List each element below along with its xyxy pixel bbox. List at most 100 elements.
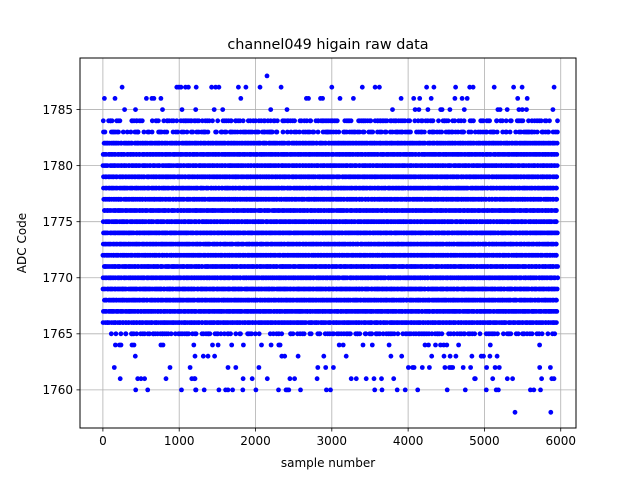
data-point <box>233 331 239 337</box>
data-point <box>142 376 148 382</box>
data-point <box>538 387 543 393</box>
data-point <box>290 331 296 337</box>
data-point <box>462 387 468 393</box>
data-point <box>391 331 397 337</box>
data-point <box>371 376 377 382</box>
data-point <box>537 342 542 348</box>
data-point <box>264 376 270 382</box>
data-point <box>147 331 152 337</box>
data-point <box>554 174 560 180</box>
data-point <box>554 286 560 292</box>
data-point <box>240 376 246 382</box>
data-point <box>201 387 207 393</box>
data-point <box>207 331 213 337</box>
data-point <box>453 353 459 359</box>
data-point <box>111 365 117 370</box>
data-point <box>259 342 264 348</box>
data-point <box>444 342 450 348</box>
data-point <box>484 365 489 370</box>
data-point <box>348 376 354 382</box>
data-point <box>233 365 239 370</box>
data-point <box>402 387 408 393</box>
data-point <box>372 387 378 393</box>
data-point <box>249 331 255 337</box>
data-point <box>118 342 124 348</box>
data-point <box>468 365 473 370</box>
data-point <box>531 387 537 393</box>
data-point <box>442 365 448 370</box>
data-point <box>554 196 560 202</box>
data-points <box>100 73 561 415</box>
data-point <box>483 387 489 393</box>
data-point <box>441 353 447 359</box>
data-point <box>331 365 336 370</box>
data-point <box>554 185 559 191</box>
data-point <box>447 353 453 359</box>
data-point <box>131 342 137 348</box>
data-point <box>324 387 329 393</box>
data-point <box>279 331 285 337</box>
data-point <box>481 353 486 359</box>
data-point <box>508 331 514 337</box>
data-point <box>492 365 498 370</box>
data-point <box>205 353 211 359</box>
data-point <box>487 342 493 348</box>
data-point <box>554 320 559 325</box>
data-point <box>472 331 478 337</box>
data-point <box>456 342 461 348</box>
data-point <box>554 252 559 258</box>
data-point <box>160 342 166 348</box>
data-point <box>113 342 118 348</box>
data-point <box>444 387 450 393</box>
data-point <box>439 331 445 337</box>
data-point <box>135 376 141 382</box>
data-point <box>388 353 394 359</box>
data-point <box>253 331 258 337</box>
data-point <box>501 331 506 337</box>
data-point <box>163 376 169 382</box>
data-point <box>249 376 255 382</box>
data-point <box>133 387 139 393</box>
data-point <box>343 353 349 359</box>
data-point <box>348 331 353 337</box>
data-point <box>134 331 140 337</box>
data-point <box>210 342 215 348</box>
data-point <box>192 376 198 382</box>
data-point <box>537 365 543 370</box>
data-point <box>515 331 521 337</box>
data-point <box>555 275 561 281</box>
data-point <box>328 387 333 393</box>
data-point <box>394 387 400 393</box>
data-point <box>554 297 559 303</box>
data-point <box>411 365 417 370</box>
data-point <box>193 387 199 393</box>
data-point <box>415 387 421 393</box>
data-point <box>276 387 281 393</box>
data-point <box>287 376 293 382</box>
data-point <box>256 331 262 337</box>
data-point <box>545 331 551 337</box>
data-point <box>553 219 559 225</box>
data-point <box>336 342 342 348</box>
data-point <box>554 208 559 213</box>
data-point <box>419 365 425 370</box>
data-point <box>186 331 192 337</box>
data-point <box>406 365 411 370</box>
data-point <box>145 387 151 393</box>
data-point <box>427 365 432 370</box>
data-point <box>323 365 329 370</box>
data-point <box>552 331 558 337</box>
data-point <box>429 353 435 359</box>
data-point <box>282 353 288 359</box>
data-point <box>369 342 375 348</box>
data-point <box>229 342 235 348</box>
data-point <box>472 376 478 382</box>
data-point <box>241 342 246 348</box>
data-point <box>553 241 559 247</box>
data-point <box>490 376 496 382</box>
data-point <box>292 376 297 382</box>
data-point <box>539 376 544 382</box>
data-point <box>118 331 124 337</box>
data-point <box>469 353 475 359</box>
data-point <box>268 342 274 348</box>
